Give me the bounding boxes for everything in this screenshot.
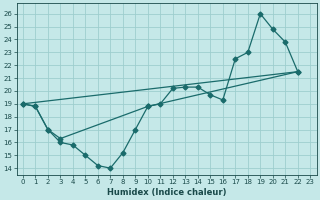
X-axis label: Humidex (Indice chaleur): Humidex (Indice chaleur) <box>107 188 226 197</box>
